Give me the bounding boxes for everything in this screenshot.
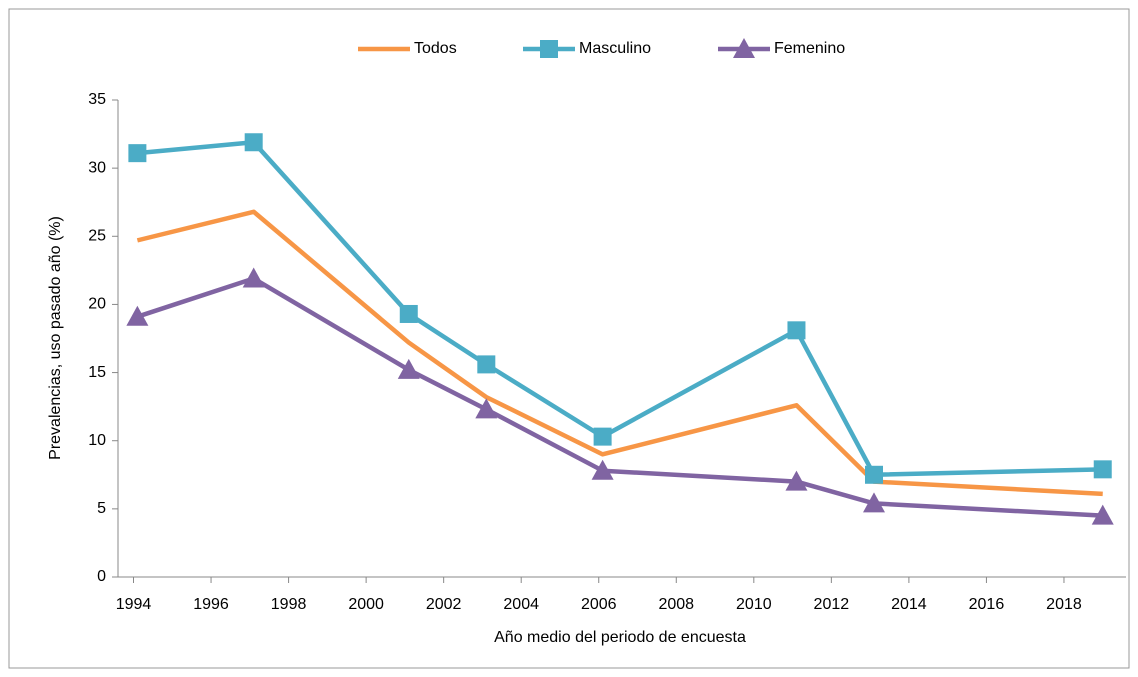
legend-label: Todos xyxy=(414,40,457,57)
marker xyxy=(1093,460,1112,479)
marker xyxy=(733,38,755,58)
x-tick-label: 2012 xyxy=(814,596,850,613)
y-tick-label: 25 xyxy=(88,228,106,245)
x-tick-label: 2014 xyxy=(891,596,927,613)
marker xyxy=(787,321,806,340)
marker xyxy=(477,355,496,374)
legend: Todos Masculino Femenino xyxy=(358,38,845,58)
marker xyxy=(397,358,420,379)
marker xyxy=(540,40,558,58)
marker xyxy=(475,398,498,419)
x-tick-label: 2004 xyxy=(503,596,539,613)
y-tick-label: 15 xyxy=(88,364,106,381)
x-tick-label: 2010 xyxy=(736,596,772,613)
marker xyxy=(863,492,885,513)
marker xyxy=(399,304,418,323)
marker xyxy=(865,465,883,484)
x-tick-label: 1996 xyxy=(193,596,229,613)
marker xyxy=(1091,504,1114,525)
series-line xyxy=(136,276,1103,518)
x-tick-label: 2002 xyxy=(426,596,462,613)
y-tick-label: 0 xyxy=(97,568,106,585)
x-tick-label: 2008 xyxy=(658,596,694,613)
marker xyxy=(242,267,265,288)
y-tick-label: 20 xyxy=(88,296,106,313)
y-tick-label: 35 xyxy=(88,91,106,108)
y-tick-label: 30 xyxy=(88,159,106,176)
x-tick-label: 1994 xyxy=(116,596,152,613)
x-tick-label: 2006 xyxy=(581,596,617,613)
marker xyxy=(785,470,808,491)
marker xyxy=(591,459,614,480)
x-tick-label: 2018 xyxy=(1046,596,1082,613)
marker xyxy=(244,133,263,152)
marker xyxy=(128,144,147,163)
x-axis-title: Año medio del periodo de encuesta xyxy=(494,629,746,646)
series-line xyxy=(137,139,1103,478)
marker xyxy=(593,427,612,446)
x-tick-label: 1998 xyxy=(271,596,307,613)
legend-label: Femenino xyxy=(774,40,845,57)
y-tick-label: 5 xyxy=(97,500,106,517)
series-line xyxy=(136,209,1103,497)
x-tick-label: 2016 xyxy=(969,596,1005,613)
x-tick-label: 2000 xyxy=(348,596,384,613)
y-tick-label: 10 xyxy=(88,432,106,449)
legend-label: Masculino xyxy=(579,40,651,57)
marker xyxy=(126,305,149,326)
y-axis-title: Prevalencias, uso pasado año (%) xyxy=(47,216,64,460)
chart-border xyxy=(8,8,1130,669)
